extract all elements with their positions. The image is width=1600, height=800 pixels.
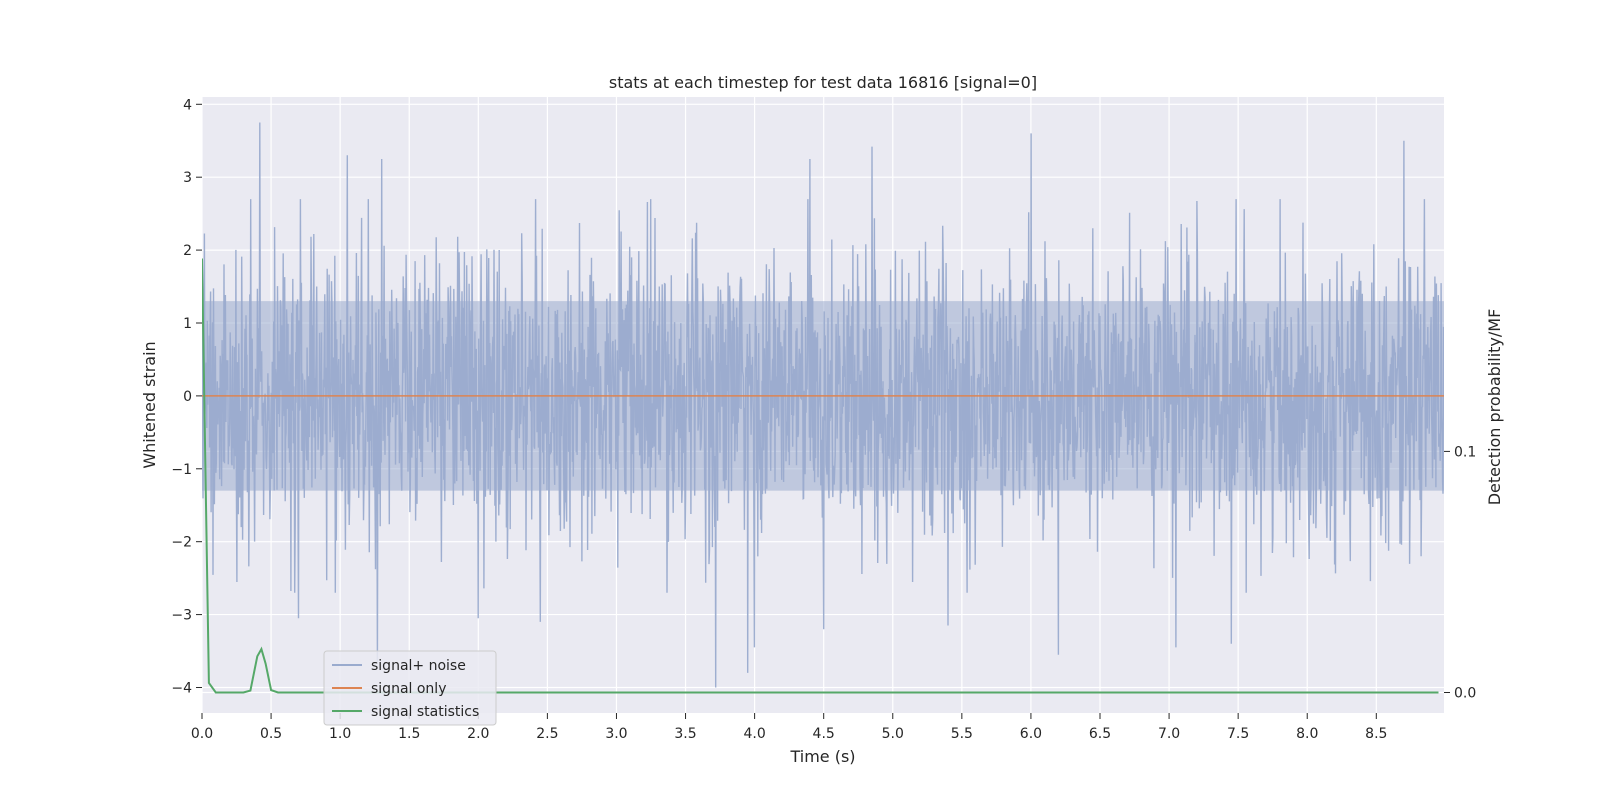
x-tick-label: 7.5 [1227, 726, 1249, 742]
x-tick-label: 0.5 [260, 726, 282, 742]
x-tick-label: 2.5 [536, 726, 558, 742]
x-tick-label: 0.0 [191, 726, 213, 742]
y-tick-label: 4 [183, 97, 192, 113]
y-tick-label: −2 [171, 535, 192, 551]
axes-layer: 0.0 0.5 1.0 1.5 2.0 2.5 3.0 3.5 4.0 4.5 5.0 5.5 6.0 6… [171, 97, 1476, 742]
y2-tick-label: 0.0 [1454, 686, 1476, 702]
y2-axis-label: Detection probability/MF [1485, 309, 1504, 506]
legend-label: signal+ noise [371, 658, 466, 674]
x-tick-label: 5.0 [882, 726, 904, 742]
y-tick-label: 3 [183, 170, 192, 186]
y-tick-label: 0 [183, 389, 192, 405]
series-signal-statistics [202, 258, 1439, 694]
x-tick-label: 3.5 [674, 726, 696, 742]
y-axis-label: Whitened strain [140, 341, 159, 468]
y-tick-label: 1 [183, 316, 192, 332]
series-layer [202, 122, 1444, 694]
x-tick-label: 1.0 [329, 726, 351, 742]
x-tick-label: 6.0 [1020, 726, 1042, 742]
legend-box [323, 650, 497, 726]
x-tick-label: 4.0 [743, 726, 765, 742]
x-tick-label: 5.5 [951, 726, 973, 742]
y-tick-label: 2 [183, 243, 192, 259]
x-tick-label: 3.0 [605, 726, 627, 742]
x-tick-label: 1.5 [398, 726, 420, 742]
y2-tick-label: 0.1 [1454, 444, 1476, 460]
y-tick-label: −1 [171, 462, 192, 478]
x-axis-label: Time (s) [789, 747, 855, 766]
legend: signal+ noise signal only signal statistic… [323, 650, 497, 726]
x-tick-label: 8.5 [1365, 726, 1387, 742]
x-tick-label: 2.0 [467, 726, 489, 742]
chart-title: stats at each timestep for test data 168… [609, 73, 1037, 92]
y-tick-label: −4 [171, 680, 192, 696]
x-tick-label: 8.0 [1296, 726, 1318, 742]
legend-label: signal statistics [371, 704, 479, 720]
x-tick-label: 6.5 [1089, 726, 1111, 742]
y-tick-label: −3 [171, 608, 192, 624]
x-tick-label: 7.0 [1158, 726, 1180, 742]
legend-label: signal only [371, 681, 446, 697]
x-tick-label: 4.5 [813, 726, 835, 742]
